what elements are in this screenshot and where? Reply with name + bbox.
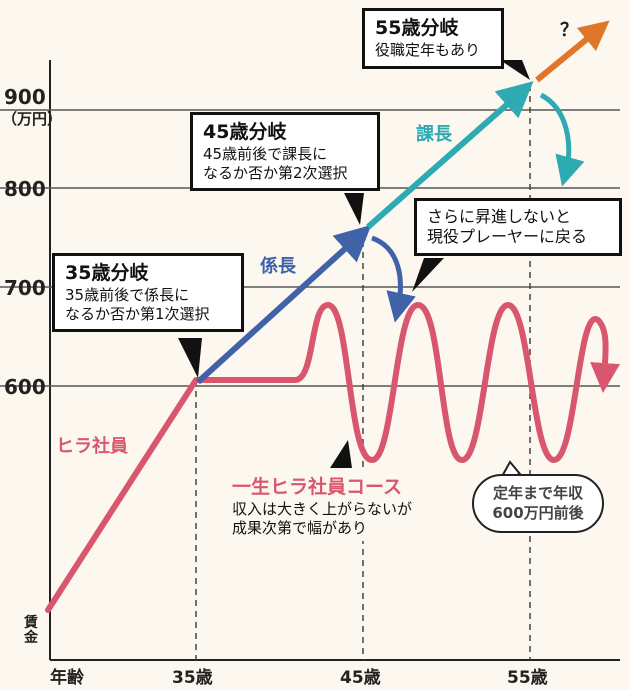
callout-return-body: さらに昇進しないと 現役プレーヤーに戻る bbox=[427, 207, 588, 246]
c45-pointer bbox=[344, 193, 364, 225]
callout-return: さらに昇進しないと 現役プレーヤーに戻る bbox=[414, 198, 622, 256]
y-tick-900: 900 bbox=[4, 85, 46, 109]
hira-wage-line bbox=[45, 302, 621, 613]
y-axis-unit: （万円） bbox=[2, 110, 62, 128]
callout-hira-title: 一生ヒラ社員コース bbox=[232, 476, 403, 498]
callout-55-title: 55歳分岐 bbox=[375, 17, 459, 39]
x-tick-45: 45歳 bbox=[340, 667, 381, 688]
x-tick-55: 55歳 bbox=[507, 667, 548, 688]
hira-pointer bbox=[330, 440, 352, 468]
kakaricho-drop-arrow bbox=[371, 235, 416, 323]
y-tick-600: 600 bbox=[4, 375, 46, 399]
bubble-600: 定年まで年収 600万円前後 bbox=[472, 474, 604, 533]
label-kacho: 課長 bbox=[416, 124, 452, 145]
callout-35-body: 35歳前後で係長に なるか否か第1次選択 bbox=[65, 285, 210, 323]
callout-35-title: 35歳分岐 bbox=[65, 262, 149, 284]
callout-55-body: 役職定年もあり bbox=[375, 40, 481, 59]
label-question: ？ bbox=[560, 20, 578, 41]
c55-pointer bbox=[500, 60, 530, 80]
callout-55: 55歳分岐 役職定年もあり bbox=[362, 8, 504, 69]
c35-pointer bbox=[178, 338, 202, 378]
label-hira: ヒラ社員 bbox=[56, 436, 128, 457]
y-tick-800: 800 bbox=[4, 177, 46, 201]
callout-45-title: 45歳分岐 bbox=[203, 121, 287, 143]
callout-hira-body: 収入は大きく上がらないが 成果次第で幅があり bbox=[232, 499, 413, 537]
beyond-55-arrow bbox=[535, 20, 610, 83]
callout-45: 45歳分岐 45歳前後で課長に なるか否か第2次選択 bbox=[190, 112, 380, 192]
x-tick-35: 35歳 bbox=[172, 667, 213, 688]
kacho-drop-arrow bbox=[539, 92, 585, 187]
label-kakaricho: 係長 bbox=[260, 256, 296, 277]
kakaricho-line bbox=[195, 224, 372, 385]
callout-hira: 一生ヒラ社員コース 収入は大きく上がらないが 成果次第で幅があり bbox=[226, 472, 438, 542]
callout-45-body: 45歳前後で課長に なるか否か第2次選択 bbox=[203, 144, 348, 182]
return-pointer bbox=[412, 258, 444, 292]
kacho-line bbox=[366, 81, 534, 230]
callout-35: 35歳分岐 35歳前後で係長に なるか否か第1次選択 bbox=[52, 253, 244, 333]
y-tick-700: 700 bbox=[4, 276, 46, 300]
y-axis-side-label: 賃 金 bbox=[24, 615, 38, 647]
x-axis-label: 年齢 bbox=[50, 667, 85, 688]
